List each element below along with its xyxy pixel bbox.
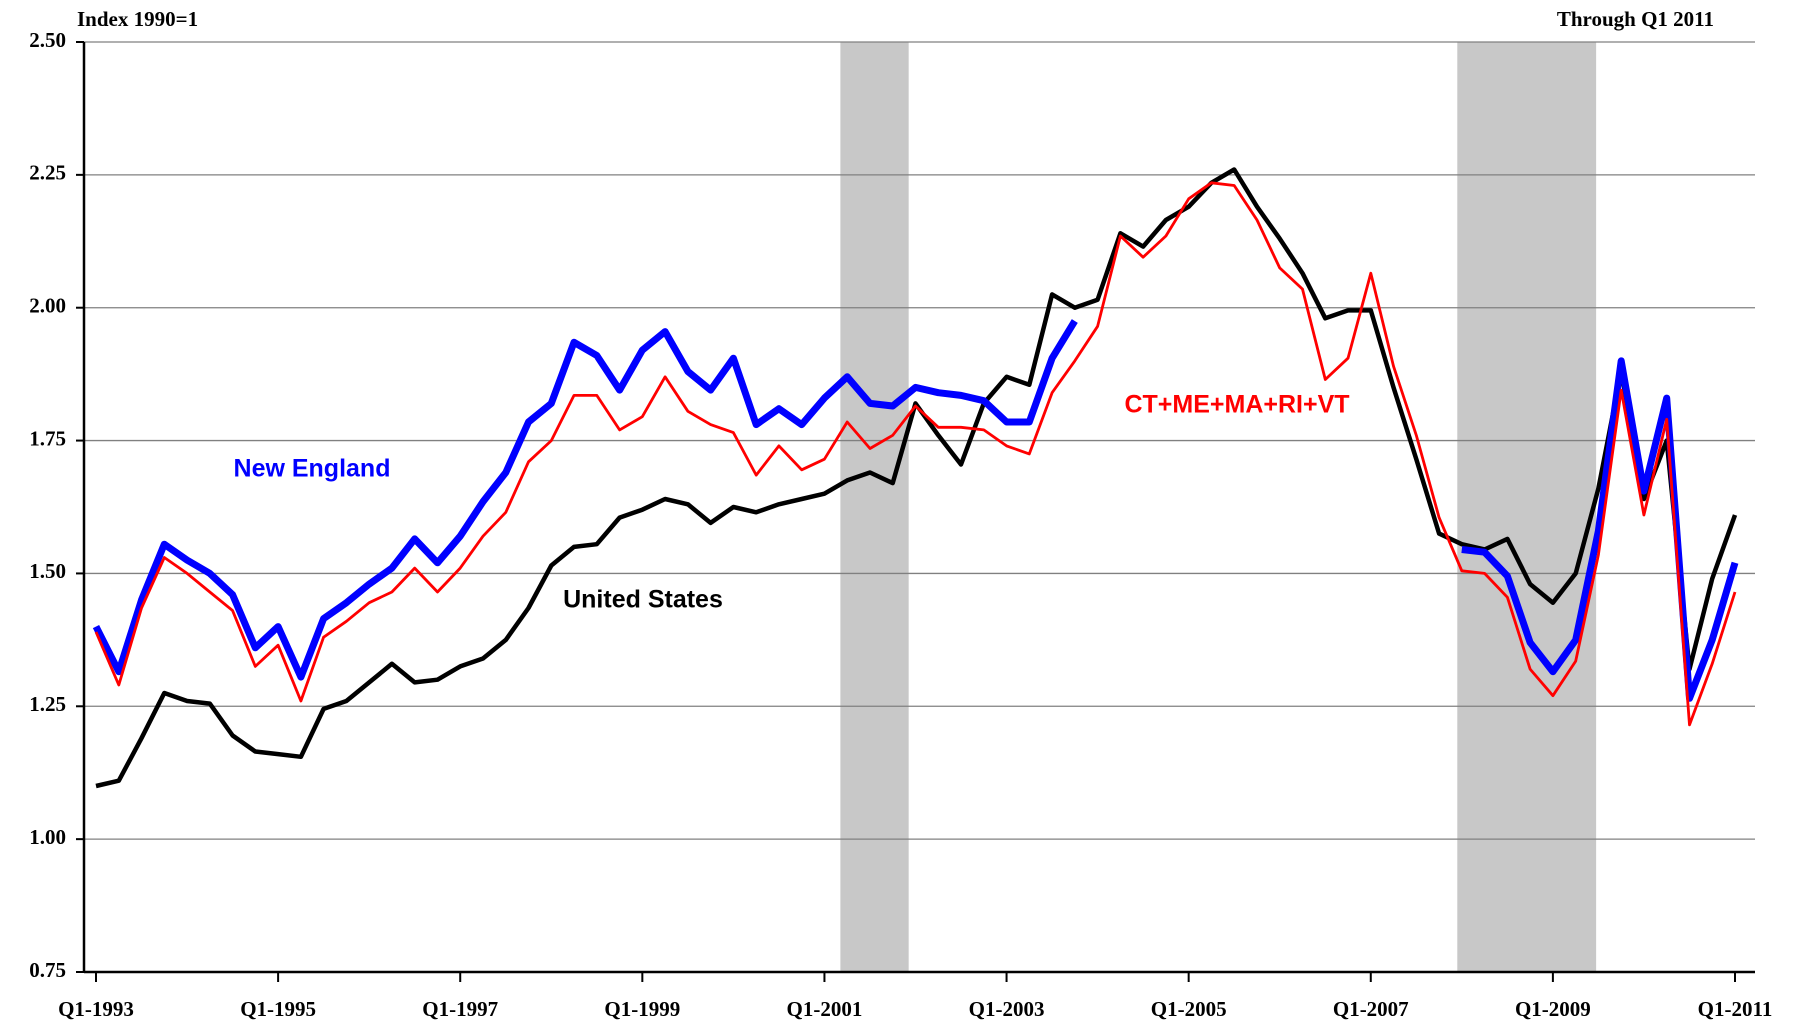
x-tick-label: Q1-1993 bbox=[58, 997, 134, 1021]
x-tick-label: Q1-2005 bbox=[1151, 997, 1227, 1021]
y-tick-label: 2.00 bbox=[29, 294, 66, 318]
x-tick-label: Q1-2003 bbox=[969, 997, 1045, 1021]
y-tick-label: 2.50 bbox=[29, 28, 66, 52]
y-tick-label: 2.25 bbox=[29, 161, 66, 185]
y-tick-label: 1.25 bbox=[29, 692, 66, 716]
series-line bbox=[94, 181, 1737, 727]
x-tick-label: Q1-2011 bbox=[1698, 997, 1773, 1021]
x-tick-label: Q1-1995 bbox=[240, 997, 316, 1021]
series-label: New England bbox=[234, 455, 391, 483]
x-tick-label: Q1-2009 bbox=[1515, 997, 1591, 1021]
x-tick-label: Q1-1997 bbox=[422, 997, 498, 1021]
y-tick-label: 0.75 bbox=[29, 958, 66, 982]
y-tick-label: 1.75 bbox=[29, 426, 66, 450]
series-label: CT+ME+MA+RI+VT bbox=[1124, 391, 1349, 419]
x-tick-label: Q1-2007 bbox=[1333, 997, 1409, 1021]
subtitle-right: Through Q1 2011 bbox=[1557, 7, 1714, 31]
y-tick-label: 1.00 bbox=[29, 825, 66, 849]
series-line bbox=[92, 319, 1739, 702]
x-tick-label: Q1-2001 bbox=[787, 997, 863, 1021]
series-line bbox=[95, 167, 1738, 789]
recession-shade bbox=[1457, 42, 1597, 972]
series-label: United States bbox=[563, 586, 723, 614]
x-tick-label: Q1-1999 bbox=[604, 997, 680, 1021]
recession-shade bbox=[840, 42, 909, 972]
subtitle-left: Index 1990=1 bbox=[77, 7, 198, 31]
y-tick-label: 1.50 bbox=[29, 559, 66, 583]
